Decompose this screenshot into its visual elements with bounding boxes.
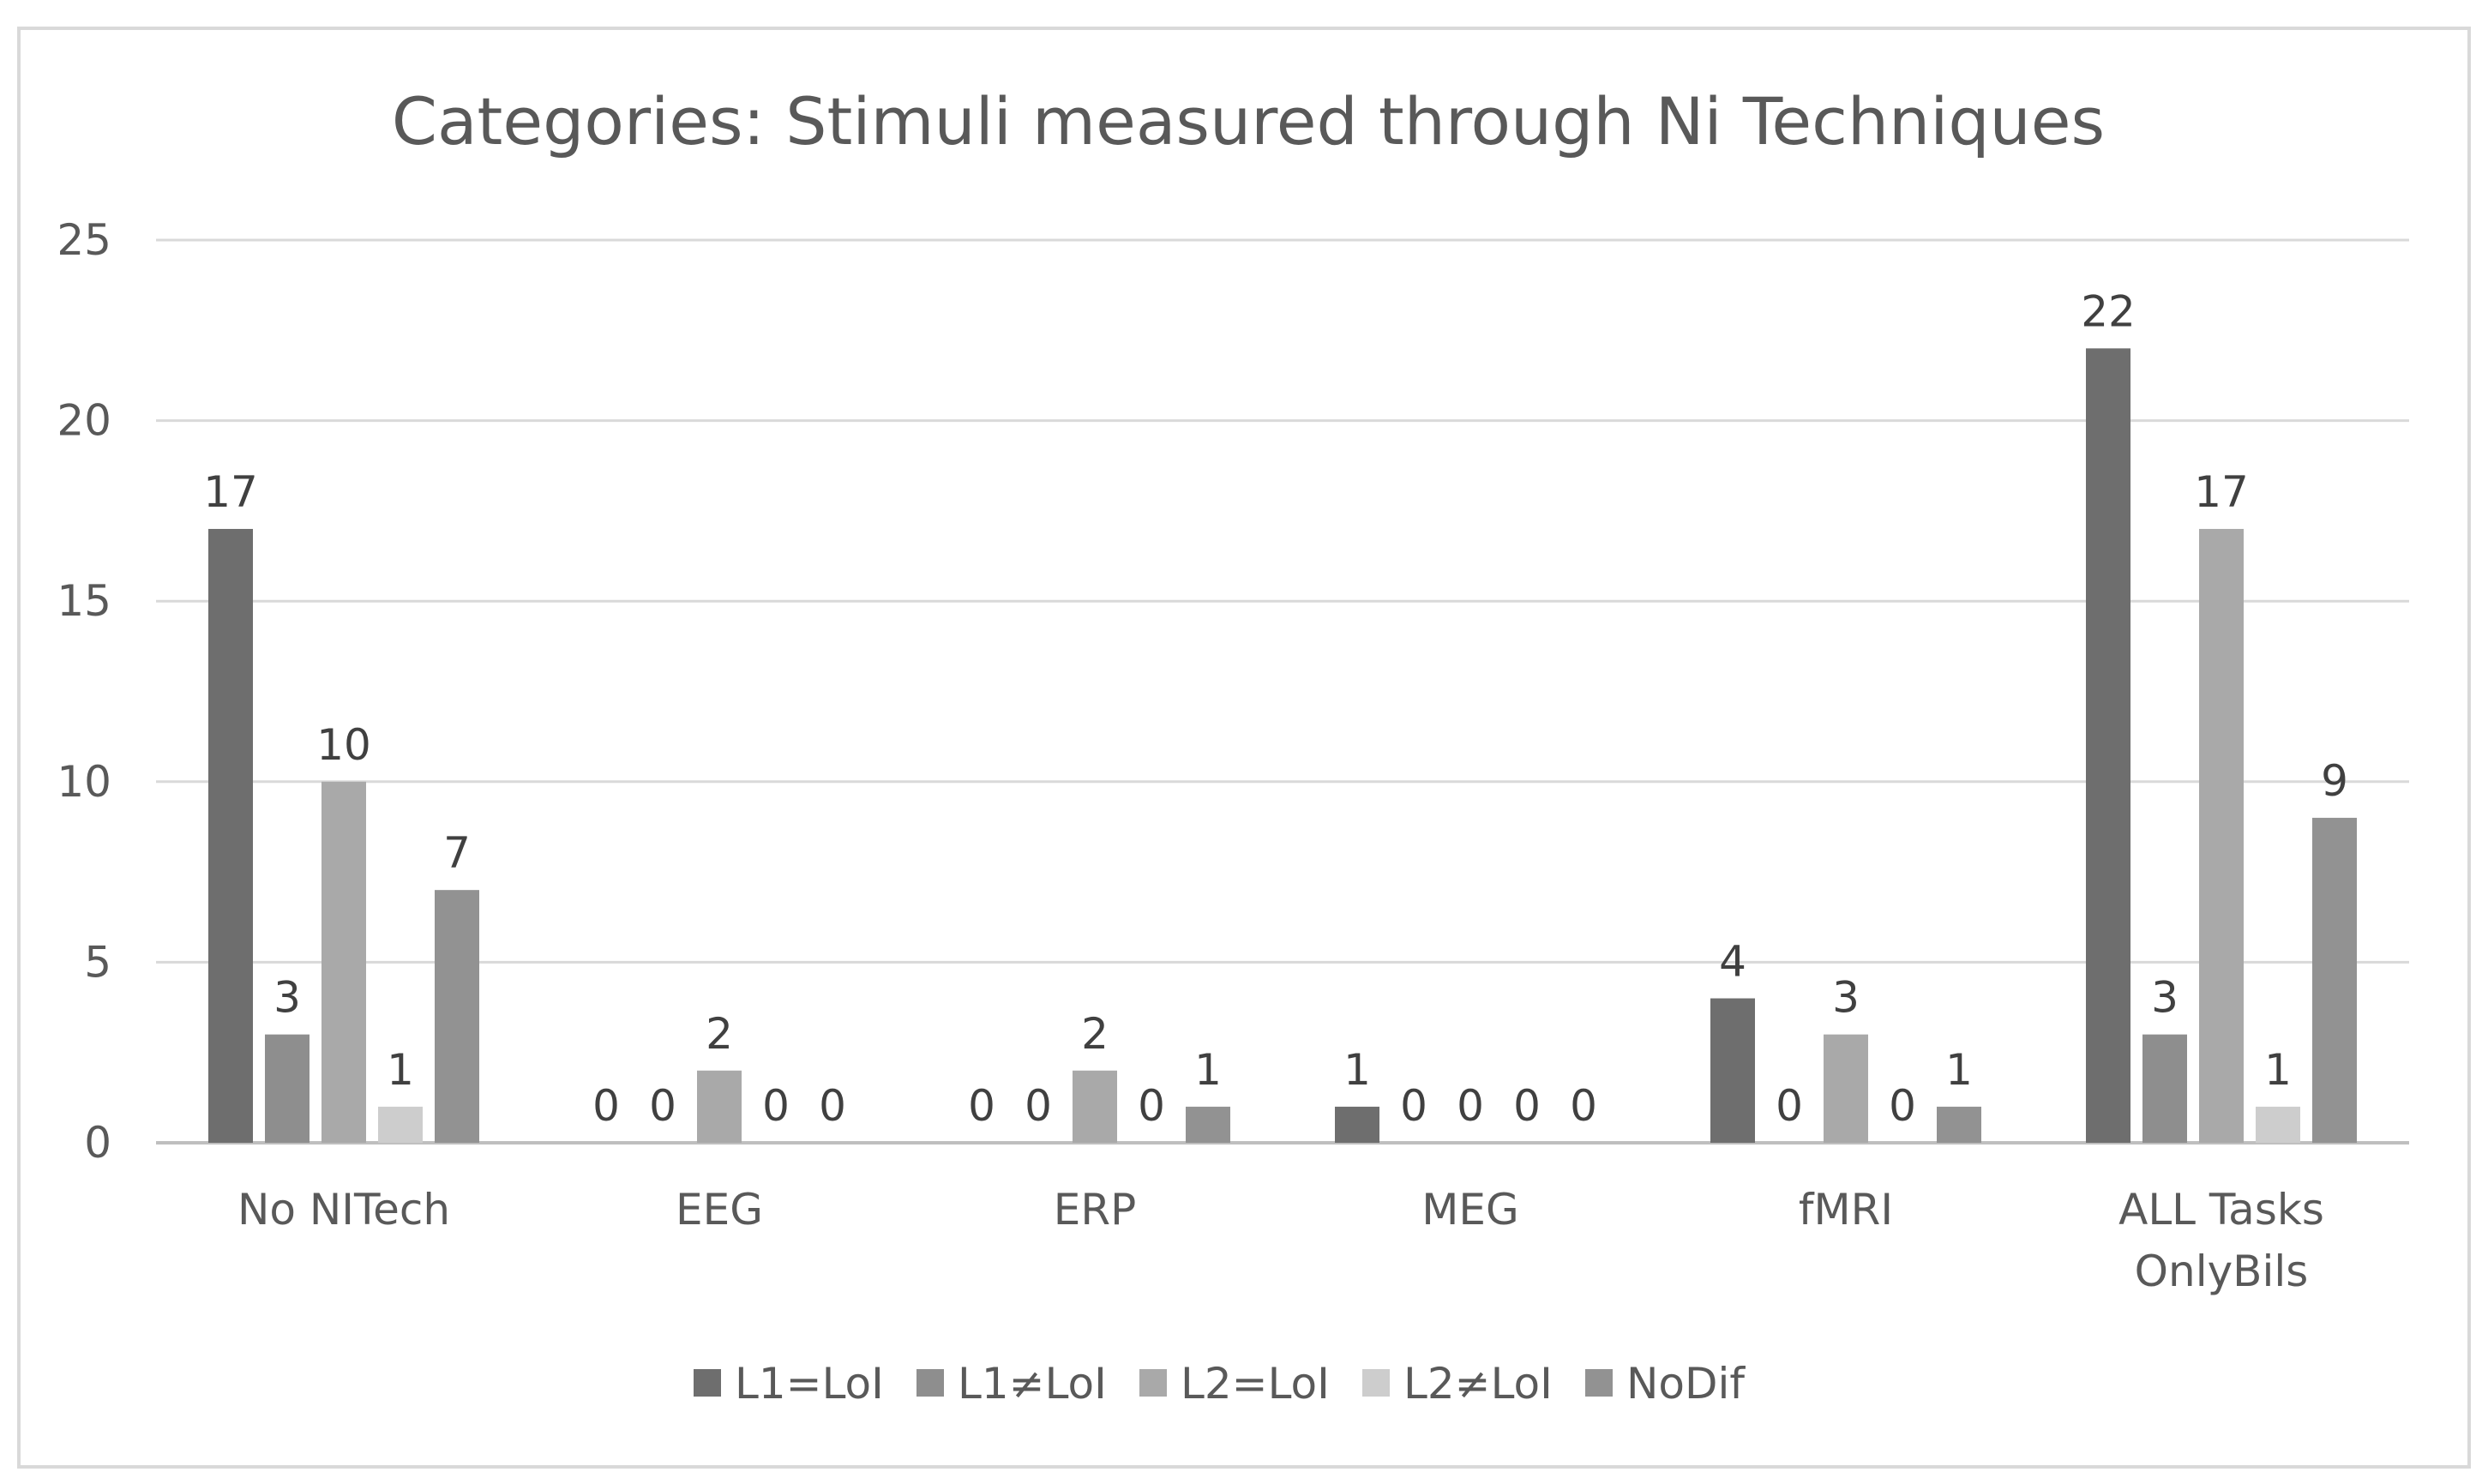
bar [1824,1034,1868,1143]
legend-label: L1=LoI [735,1359,884,1409]
data-label: 1 [1343,1045,1371,1095]
y-tick-label: 25 [57,215,111,265]
bar [322,781,366,1143]
data-label: 0 [1025,1081,1052,1131]
x-axis-categories: No NITech EEG ERP MEG fMRI ALL Tasks OnlyBils [237,1185,2324,1296]
data-label: 22 [2081,286,2136,336]
bar [265,1034,309,1143]
category-label: No NITech [237,1185,450,1235]
data-label: 1 [1945,1045,1973,1095]
data-label: 0 [1776,1081,1803,1131]
legend-label: NoDif [1626,1359,1746,1409]
data-label: 0 [968,1081,995,1131]
bars [208,348,2357,1143]
data-label: 0 [1400,1081,1427,1131]
data-label: 0 [762,1081,790,1131]
bar [697,1070,742,1143]
legend-swatch [694,1369,721,1397]
y-tick-label: 15 [57,576,111,626]
data-label: 3 [273,973,301,1023]
data-label: 10 [316,720,371,770]
y-axis-ticks: 0 5 10 15 20 25 [57,215,111,1168]
legend: L1=LoI L1≠LoI L2=LoI L2≠LoI NoDif [694,1359,1746,1409]
bar [2086,348,2130,1143]
data-label: 1 [2264,1045,2292,1095]
y-tick-label: 0 [84,1118,111,1168]
y-tick-label: 10 [57,757,111,807]
gridlines [156,238,2409,1145]
data-label: 4 [1719,937,1746,987]
data-label: 2 [1081,1009,1109,1059]
data-label: 9 [2321,756,2348,806]
category-label: ERP [1054,1185,1136,1235]
y-tick-label: 5 [84,937,111,987]
legend-label: L1≠LoI [958,1359,1107,1409]
bar [208,528,253,1143]
data-label: 0 [1513,1081,1541,1131]
data-label: 17 [2194,467,2249,517]
category-label: fMRI [1799,1185,1893,1235]
y-tick-label: 20 [57,396,111,446]
category-label: OnlyBils [2135,1247,2309,1296]
legend-label: L2=LoI [1181,1359,1330,1409]
bar [435,890,479,1143]
bar [2312,817,2357,1143]
data-label: 0 [592,1081,620,1131]
bar [1073,1070,1117,1143]
bar [1335,1106,1379,1143]
data-label: 3 [1832,973,1860,1023]
data-label: 7 [443,828,471,878]
bar [1937,1106,1981,1143]
bar [2142,1034,2187,1143]
data-label: 0 [819,1081,846,1131]
data-label: 0 [1889,1081,1916,1131]
bar [1710,998,1755,1143]
data-label: 2 [706,1009,733,1059]
data-label: 0 [1457,1081,1484,1131]
category-label: ALL Tasks [2118,1185,2324,1235]
data-label: 0 [649,1081,676,1131]
legend-swatch [916,1369,944,1397]
bar [378,1106,423,1143]
data-label: 0 [1138,1081,1165,1131]
legend-swatch [1139,1369,1167,1397]
category-label: EEG [676,1185,763,1235]
data-label: 1 [387,1045,414,1095]
category-label: MEG [1421,1185,1518,1235]
data-label: 3 [2151,973,2179,1023]
bar [2199,528,2244,1143]
bar [1186,1106,1230,1143]
legend-label: L2≠LoI [1403,1359,1553,1409]
chart-title: Categories: Stimuli measured through Ni … [392,83,2105,159]
data-label: 17 [203,467,258,517]
legend-swatch [1362,1369,1390,1397]
bar [2256,1106,2300,1143]
legend-swatch [1585,1369,1613,1397]
data-label: 1 [1194,1045,1222,1095]
data-label: 0 [1570,1081,1597,1131]
chart-border [17,27,2471,1469]
